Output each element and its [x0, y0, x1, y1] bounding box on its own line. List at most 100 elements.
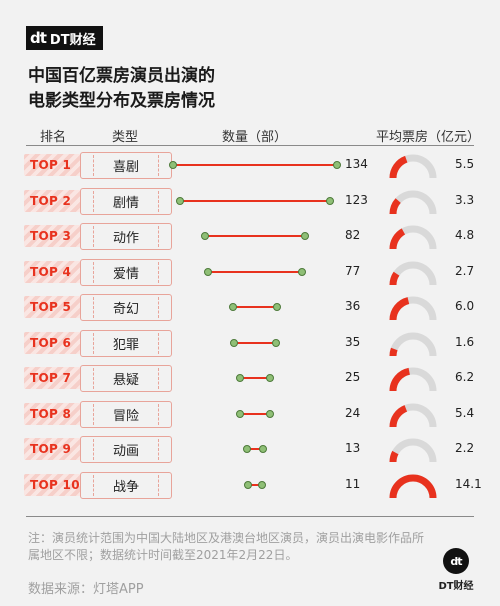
rank-label: TOP 7	[30, 371, 72, 385]
avg-box-value: 5.5	[455, 157, 475, 171]
rank-label: TOP 2	[30, 193, 72, 208]
clapperboard-icon	[24, 296, 82, 318]
title-line-2: 电影类型分布及票房情况	[28, 91, 215, 111]
gauge-fill	[389, 155, 408, 179]
bar-end-dot	[258, 445, 267, 453]
clapperboard-icon	[24, 367, 82, 389]
rank-badge: TOP 3	[24, 225, 86, 247]
genre-ticket: 剧情	[80, 187, 172, 215]
box-office-gauge	[389, 332, 437, 356]
rank-label: TOP 8	[30, 406, 72, 421]
clapperboard-icon	[24, 438, 82, 460]
count-value: 77	[345, 263, 361, 278]
box-office-gauge	[389, 190, 437, 214]
footnote: 注：演员统计范围为中国大陆地区及港澳台地区演员，演员出演电影作品所属地区不限；数…	[28, 531, 425, 562]
rank-badge: TOP 9	[24, 438, 86, 460]
count-bar	[233, 341, 277, 344]
bar-end-dot	[333, 161, 341, 169]
genre-label: 战争	[112, 479, 139, 495]
bar-end-dot	[257, 480, 266, 489]
genre-label: 动画	[112, 444, 139, 459]
rank-badge: TOP 1	[24, 154, 86, 176]
box-office-gauge	[389, 438, 437, 463]
rank-badge: TOP 10	[24, 473, 86, 496]
bar-start-dot	[175, 196, 184, 205]
rank-label: TOP 6	[30, 335, 72, 350]
bar-start-dot	[169, 161, 177, 169]
header-count: 数量（部）	[222, 130, 288, 145]
genre-ticket: 爱情	[80, 258, 172, 286]
bar-start-dot	[229, 338, 238, 347]
clapperboard-icon	[24, 331, 82, 354]
clapperboard-icon	[24, 189, 82, 212]
header-divider	[26, 145, 474, 146]
rank-label: TOP 1	[30, 158, 72, 172]
count-bar	[248, 483, 262, 486]
count-value: 36	[345, 299, 361, 313]
box-office-gauge	[389, 367, 437, 392]
clapperboard-icon	[24, 260, 82, 283]
chart-row: TOP 6 犯罪 35 1.6	[0, 326, 500, 361]
count-bar	[232, 306, 278, 308]
genre-ticket: 悬疑	[80, 365, 172, 392]
count-value: 134	[345, 157, 368, 171]
count-value: 13	[345, 441, 361, 455]
genre-label: 奇幻	[112, 302, 139, 317]
avg-box-value: 1.6	[455, 334, 475, 349]
bar-start-dot	[244, 480, 253, 489]
gauge-track	[389, 332, 437, 356]
rank-badge: TOP 6	[24, 331, 86, 354]
rank-badge: TOP 7	[24, 367, 86, 389]
chart-row: TOP 7 悬疑 25 6.2	[0, 361, 500, 396]
clapperboard-icon	[24, 473, 82, 496]
clapperboard-icon	[24, 154, 82, 176]
chart-row: TOP 5 奇幻 36 6.0	[0, 290, 500, 325]
bar-start-dot	[243, 445, 252, 453]
brand-mark: dt	[30, 29, 47, 47]
bottom-divider	[26, 516, 474, 517]
count-bar	[173, 164, 337, 166]
box-office-gauge	[389, 296, 437, 321]
bar-start-dot	[200, 232, 209, 240]
count-bar	[247, 448, 263, 450]
rank-label: TOP 4	[30, 264, 72, 279]
bar-end-dot	[273, 303, 282, 311]
genre-label: 爱情	[112, 266, 139, 282]
gauge-track	[389, 261, 437, 285]
rank-badge: TOP 8	[24, 402, 86, 425]
rank-badge: TOP 2	[24, 189, 86, 212]
gauge-fill	[389, 228, 406, 250]
rank-label: TOP 10	[30, 477, 80, 492]
box-office-gauge	[389, 474, 437, 498]
chart-row: TOP 4 爱情 77 2.7	[0, 255, 500, 290]
gauge-fill	[389, 474, 437, 498]
box-office-gauge	[389, 225, 437, 250]
count-value: 25	[345, 370, 361, 384]
chart-row: TOP 8 冒险 24 5.4	[0, 397, 500, 432]
avg-box-value: 3.3	[455, 192, 475, 207]
gauge-fill	[389, 450, 399, 463]
avg-box-value: 5.4	[455, 405, 475, 420]
genre-ticket: 战争	[80, 471, 172, 499]
genre-ticket: 冒险	[80, 400, 172, 428]
count-value: 82	[345, 228, 361, 242]
bar-start-dot	[228, 303, 237, 311]
count-value: 123	[345, 192, 368, 207]
avg-box-value: 2.7	[455, 263, 475, 278]
avg-box-value: 6.0	[455, 299, 475, 313]
gauge-fill	[389, 367, 411, 392]
gauge-track	[389, 438, 437, 463]
bar-end-dot	[272, 338, 281, 347]
brand-name: DT财经	[49, 32, 96, 48]
genre-label: 剧情	[112, 195, 139, 211]
genre-ticket: 犯罪	[80, 329, 172, 357]
genre-label: 犯罪	[112, 337, 139, 353]
count-bar	[239, 377, 271, 379]
brand-logo: dt DT财经	[26, 26, 103, 50]
genre-label: 喜剧	[112, 160, 139, 175]
bar-start-dot	[235, 374, 244, 382]
bar-start-dot	[203, 267, 212, 276]
genre-label: 动作	[112, 231, 139, 246]
clapperboard-icon	[24, 225, 82, 247]
rank-badge: TOP 4	[24, 260, 86, 283]
